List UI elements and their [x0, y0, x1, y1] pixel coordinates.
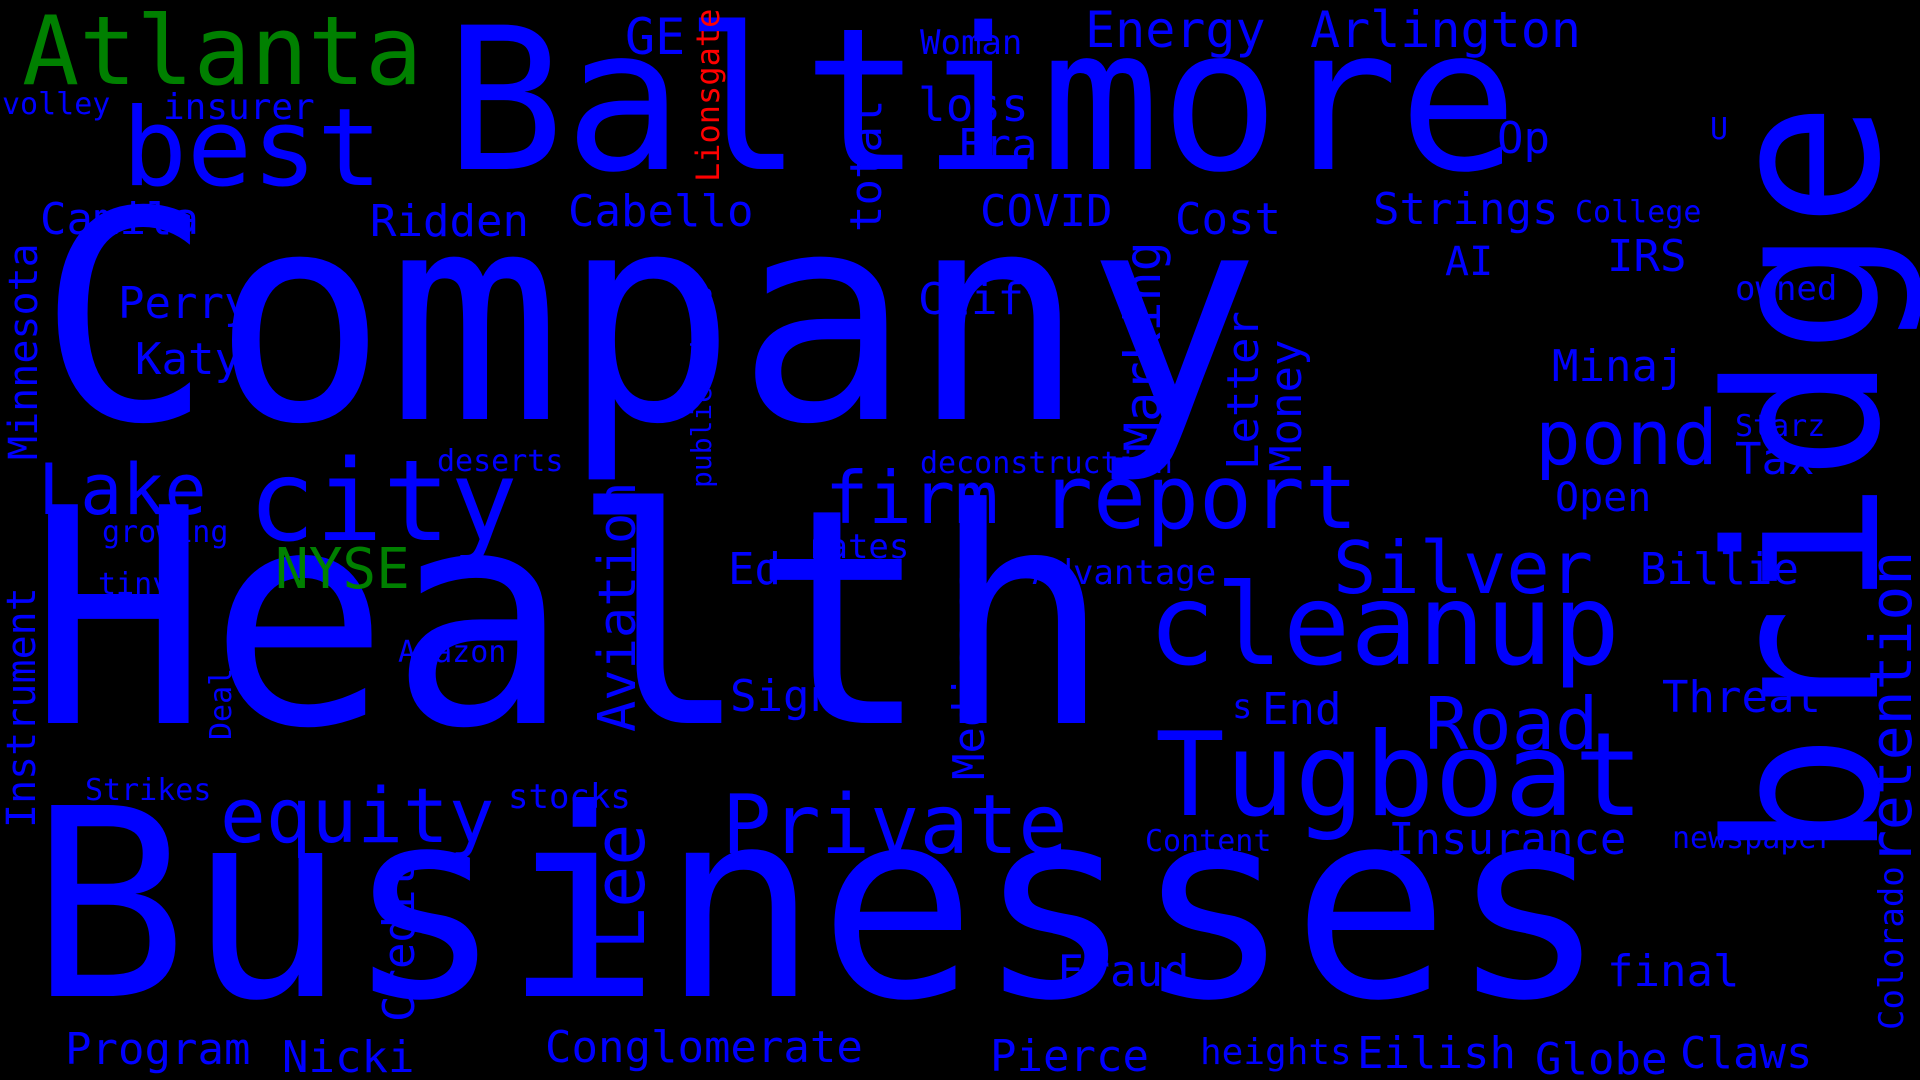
word-era: Era — [958, 120, 1038, 171]
word-nyse: NYSE — [275, 537, 410, 602]
word-road: Road — [1425, 682, 1599, 766]
word-deal: Deal — [204, 667, 239, 740]
word-claws: Claws — [1680, 1028, 1813, 1079]
word-ai: AI — [1445, 239, 1494, 285]
word-college: College — [1575, 195, 1702, 230]
word-cost: Cost — [1175, 194, 1281, 245]
word-retention: retention — [1857, 550, 1920, 865]
word-tax: Tax — [1735, 434, 1815, 485]
word-end: End — [1262, 684, 1342, 735]
word-loss: loss — [918, 78, 1029, 132]
word-conglomerate: Conglomerate — [545, 1022, 863, 1073]
word-deserts: deserts — [437, 444, 564, 479]
word-publications: publications — [685, 285, 718, 488]
word-colorado: Colorado — [1872, 866, 1912, 1030]
word-pierce: Pierce — [990, 1031, 1149, 1080]
word-woman: Woman — [920, 23, 1023, 63]
word-lake: Lake — [38, 449, 207, 531]
word-billie: Billie — [1640, 544, 1799, 595]
word-eilish: Eilish — [1357, 1028, 1516, 1079]
word-cliff: Cliff — [918, 274, 1051, 325]
word-stocks: stocks — [508, 777, 631, 817]
word-advantage: Advantage — [1032, 553, 1217, 593]
word-money: Money — [1261, 339, 1312, 472]
word-content: Content — [1145, 824, 1272, 859]
word-program: Program — [65, 1024, 251, 1075]
word-open: Open — [1555, 475, 1652, 521]
word-nicki: Nicki — [282, 1032, 415, 1080]
word-atlanta: Atlanta — [22, 0, 423, 107]
word-best: best — [122, 86, 383, 211]
word-perry: Perry — [118, 278, 251, 329]
word-businesses: Businesses — [30, 753, 1608, 1058]
word-private: Private — [722, 778, 1068, 873]
word-tugboat: Tugboat — [1155, 708, 1644, 843]
word-covid: COVID — [980, 186, 1113, 237]
word-camila: Camila — [40, 194, 199, 245]
word-pond: pond — [1535, 393, 1719, 482]
word-firm: firm — [825, 456, 999, 540]
word-strikes: Strikes — [85, 773, 212, 808]
word-globe: Globe — [1535, 1034, 1668, 1080]
word-arlington: Arlington — [1310, 1, 1581, 59]
word-owned: owned — [1735, 269, 1838, 309]
word-cabello: Cabello — [568, 186, 754, 237]
word-lee: Lee — [579, 823, 661, 950]
word-aviation: Aviation — [588, 481, 648, 732]
word-letter: Letter — [1218, 311, 1269, 470]
word-newspaper: newspaper — [1672, 821, 1835, 856]
word-baltimore: Baltimore — [445, 0, 1518, 216]
word-volley: volley — [2, 87, 111, 122]
word-katy: Katy — [135, 334, 241, 385]
word-ed: Ed — [728, 544, 781, 595]
word-irs: IRS — [1607, 231, 1687, 282]
word-heights: heights — [1200, 1032, 1352, 1073]
word-lionsgate: Lionsgate — [689, 8, 727, 182]
word-ridden: Ridden — [370, 196, 529, 247]
word-amazon: Amazon — [398, 635, 507, 670]
word-final: final — [1607, 946, 1740, 997]
word-medicare: Medicare — [944, 568, 995, 780]
word-sign: Sign — [730, 671, 836, 722]
word-cleanup: cleanup — [1148, 561, 1621, 691]
word-fraud: Fraud — [1057, 946, 1190, 997]
word-energy: Energy — [1085, 1, 1266, 59]
word-minaj: Minaj — [1552, 341, 1685, 392]
word-company: Company — [38, 151, 1261, 488]
word-rates: rates — [807, 527, 910, 567]
word-insurer: insurer — [163, 87, 315, 128]
word-s: s — [1232, 687, 1253, 727]
word-op: Op — [1497, 113, 1550, 164]
word-minnesota: Minnesota — [1, 243, 47, 460]
word-threat: Threat — [1662, 672, 1821, 723]
word-city: city — [248, 437, 518, 567]
word-equity: equity — [220, 771, 495, 860]
word-insurance: Insurance — [1388, 814, 1627, 865]
word-instrument: Instrument — [0, 587, 45, 828]
word-strings: Strings — [1373, 184, 1559, 235]
word-marking: Marking — [1114, 241, 1172, 452]
word-u: U — [1710, 112, 1729, 147]
word-growing: growing — [102, 515, 229, 550]
word-report: report — [1040, 446, 1358, 549]
word-credit: Credit — [374, 863, 425, 1022]
word-total: total — [841, 99, 892, 232]
word-silver: Silver — [1333, 526, 1594, 610]
word-tiny: tiny — [98, 567, 171, 602]
word-deconstruction: deconstruction — [920, 446, 1173, 481]
word-starz: Starz — [1735, 409, 1826, 444]
word-ge: GE — [625, 8, 686, 66]
word-health: Health — [28, 445, 1112, 794]
